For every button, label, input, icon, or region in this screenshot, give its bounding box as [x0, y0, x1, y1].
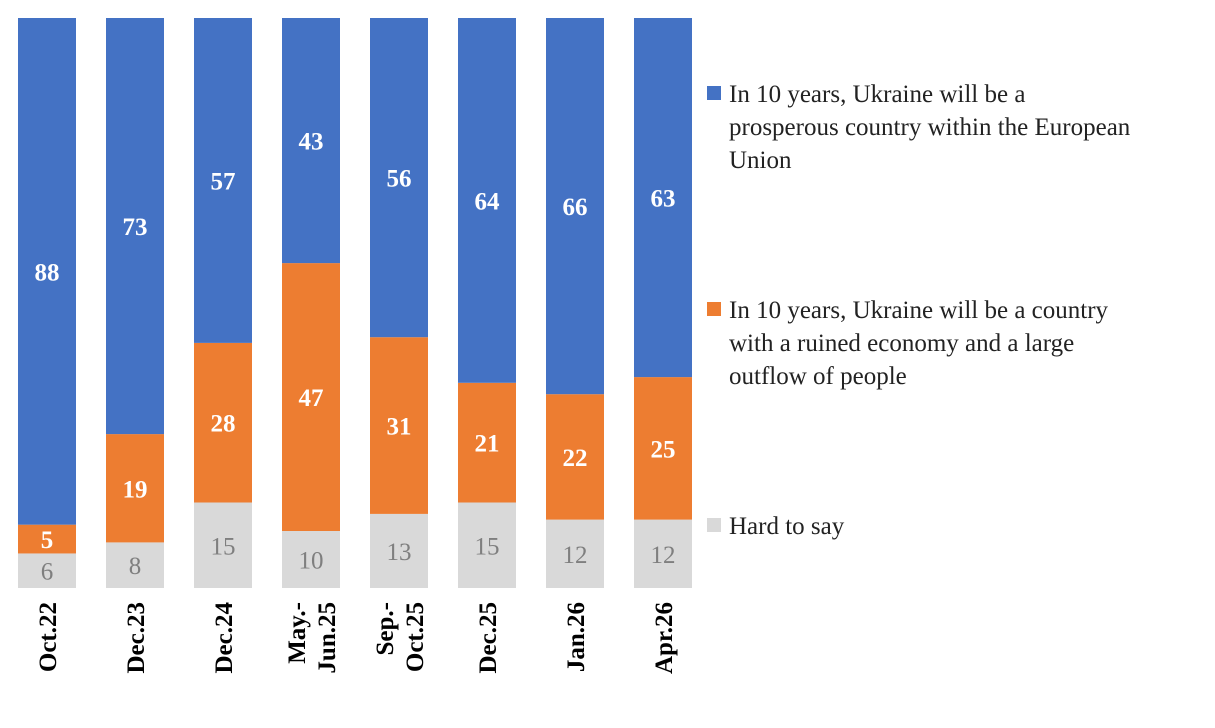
data-label-2-7: 22	[563, 445, 588, 472]
bars-group: 6588819731528571047431331561521641222661…	[18, 18, 692, 588]
bar-segment-1-5	[370, 513, 428, 588]
legend-swatch-2	[707, 302, 721, 316]
data-label-2-5: 31	[387, 414, 412, 441]
data-label-2-2: 19	[123, 476, 148, 503]
bar-segment-3-4	[282, 18, 340, 264]
legend-label-3: Hard to say	[729, 513, 845, 540]
bar-segment-3-6	[458, 18, 516, 383]
category-label-1: Oct.22	[35, 602, 62, 672]
data-label-1-8: 12	[651, 542, 676, 569]
data-label-3-2: 73	[123, 214, 148, 241]
category-label-3: Dec.24	[211, 602, 238, 674]
legend-label-1: In 10 years, Ukraine will be a prosperous…	[729, 81, 1131, 174]
bar-segment-1-2	[106, 542, 164, 588]
category-label-7: Jan.26	[563, 602, 590, 672]
data-label-1-1: 6	[41, 559, 54, 586]
bar-segment-2-2	[106, 434, 164, 543]
category-labels: Oct.22 Dec.23 Dec.24 May.- Jun.25 Sep.- Oct.25…	[35, 602, 678, 675]
bar-segment-3-5	[370, 18, 428, 338]
bar-segment-3-7	[546, 18, 604, 395]
data-label-1-2: 8	[129, 553, 142, 580]
bar-segment-1-1	[18, 553, 76, 588]
data-label-1-7: 12	[563, 542, 588, 569]
data-label-2-4: 47	[299, 385, 324, 412]
category-label-8: Apr.26	[651, 602, 678, 674]
bar-segment-2-1	[18, 524, 76, 554]
data-label-1-4: 10	[299, 548, 324, 575]
legend-swatch-3	[707, 518, 721, 532]
category-label-4: May.- Jun.25	[284, 602, 341, 674]
data-label-3-1: 88	[35, 259, 60, 286]
data-label-3-6: 64	[475, 188, 501, 215]
bar-segment-1-6	[458, 502, 516, 588]
data-label-2-8: 25	[651, 436, 676, 463]
bar-segment-1-3	[194, 502, 252, 588]
bar-segment-2-3	[194, 342, 252, 503]
bar-segment-3-8	[634, 18, 692, 378]
data-label-2-6: 21	[475, 431, 500, 458]
category-label-2: Dec.23	[123, 602, 150, 674]
bar-segment-2-4	[282, 263, 340, 531]
bar-segment-1-4	[282, 531, 340, 588]
legend-swatch-1	[707, 86, 721, 100]
bar-segment-1-8	[634, 519, 692, 588]
data-label-2-3: 28	[211, 411, 236, 438]
data-label-1-3: 15	[211, 533, 236, 560]
data-label-1-6: 15	[475, 533, 500, 560]
data-label-3-3: 57	[211, 168, 236, 195]
data-label-2-1: 5	[41, 527, 54, 554]
bar-segment-2-7	[546, 394, 604, 520]
legend: In 10 years, Ukraine will be a prosperous…	[707, 81, 1131, 540]
data-label-3-5: 56	[387, 166, 412, 193]
bar-segment-2-8	[634, 377, 692, 520]
bar-segment-3-2	[106, 18, 164, 435]
bar-segment-3-1	[18, 18, 76, 525]
data-label-3-8: 63	[651, 186, 676, 213]
bar-segment-3-3	[194, 18, 252, 343]
data-label-3-4: 43	[299, 129, 324, 156]
category-label-6: Dec.25	[475, 602, 502, 674]
bar-segment-1-7	[546, 519, 604, 588]
legend-label-2: In 10 years, Ukraine will be a country wi…	[729, 297, 1109, 390]
category-label-5: Sep.- Oct.25	[372, 602, 429, 672]
bar-segment-2-5	[370, 337, 428, 514]
data-label-3-7: 66	[563, 194, 588, 221]
bar-segment-2-6	[458, 382, 516, 503]
data-label-1-5: 13	[387, 539, 412, 566]
